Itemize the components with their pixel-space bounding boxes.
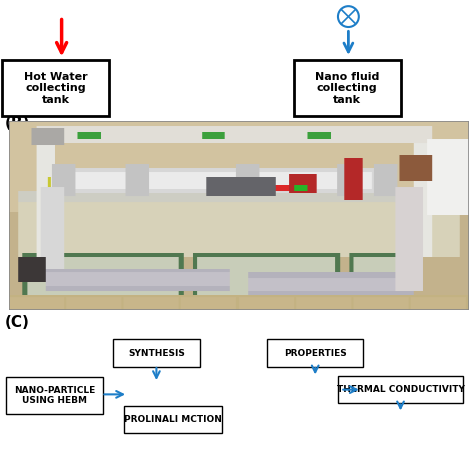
FancyBboxPatch shape [7, 377, 102, 414]
Text: SYNTHESIS: SYNTHESIS [128, 349, 185, 357]
Text: Nano fluid
collecting
tank: Nano fluid collecting tank [315, 72, 379, 105]
Text: THERMAL CONDUCTIVITY: THERMAL CONDUCTIVITY [337, 385, 465, 394]
FancyBboxPatch shape [267, 339, 363, 367]
Text: (B): (B) [5, 116, 30, 131]
FancyBboxPatch shape [2, 60, 109, 116]
FancyBboxPatch shape [113, 339, 200, 367]
FancyBboxPatch shape [338, 376, 463, 403]
Text: (C): (C) [5, 315, 29, 330]
FancyBboxPatch shape [124, 406, 222, 433]
Text: PROLINALI MCTION: PROLINALI MCTION [124, 415, 222, 424]
Text: NANO-PARTICLE
USING HEBM: NANO-PARTICLE USING HEBM [14, 386, 95, 405]
Text: PROPERTIES: PROPERTIES [284, 349, 346, 357]
FancyBboxPatch shape [294, 60, 401, 116]
Text: Hot Water
collecting
tank: Hot Water collecting tank [24, 72, 88, 105]
